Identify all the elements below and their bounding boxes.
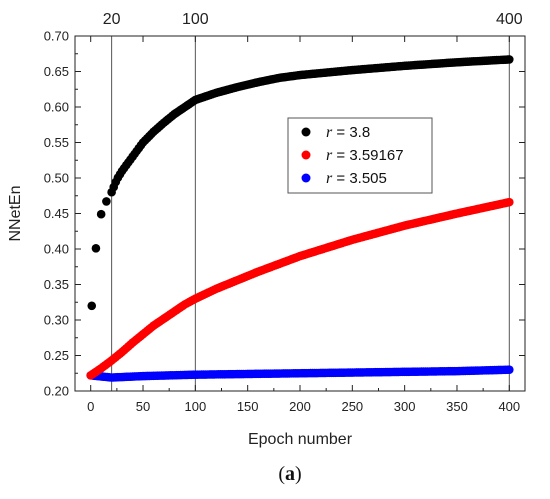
x-tick-label: 150 xyxy=(237,399,259,414)
x-tick-label: 300 xyxy=(394,399,416,414)
caption-close: ) xyxy=(295,463,302,485)
series-0 xyxy=(87,55,514,311)
x-tick-label: 0 xyxy=(87,399,94,414)
x-axis-ticks: 0 50 100 150 200 250 300 350 400 xyxy=(87,36,520,414)
y-axis-title: NNetEn xyxy=(7,185,24,241)
x-tick-label: 350 xyxy=(446,399,468,414)
data-point xyxy=(505,197,514,207)
caption-letter: a xyxy=(285,463,295,485)
legend-variable: r xyxy=(326,170,333,187)
y-tick-label: 0.70 xyxy=(44,29,69,44)
y-tick-label: 0.40 xyxy=(44,242,69,257)
y-tick-label: 0.30 xyxy=(44,313,69,328)
y-tick-label: 0.65 xyxy=(44,64,69,79)
data-point xyxy=(91,243,101,253)
reference-line-labels: 20 100 400 xyxy=(103,11,523,28)
legend-value: = 3.59167 xyxy=(332,147,403,164)
y-tick-label: 0.25 xyxy=(44,348,69,363)
y-tick-label: 0.60 xyxy=(44,100,69,115)
legend-value: = 3.505 xyxy=(332,170,387,187)
legend-marker-0 xyxy=(301,127,311,137)
reference-lines xyxy=(111,36,510,391)
series-2 xyxy=(86,365,514,382)
data-point xyxy=(505,365,514,375)
y-tick-label: 0.50 xyxy=(44,171,69,186)
legend-marker-1 xyxy=(301,150,311,160)
reference-line-label-100: 100 xyxy=(182,11,209,28)
legend-entry-1: r = 3.59167 xyxy=(326,147,404,164)
x-axis-title: Epoch number xyxy=(248,431,353,448)
data-point xyxy=(505,55,514,64)
reference-line-label-400: 400 xyxy=(496,11,523,28)
figure-caption: (a) xyxy=(278,463,301,485)
data-point xyxy=(96,209,106,219)
x-tick-label: 200 xyxy=(289,399,311,414)
y-tick-label: 0.45 xyxy=(44,206,69,221)
series-1 xyxy=(86,197,514,380)
data-point xyxy=(87,301,97,311)
x-tick-label: 50 xyxy=(136,399,150,414)
data-point xyxy=(102,197,111,206)
caption-open: ( xyxy=(278,463,285,485)
x-tick-label: 400 xyxy=(498,399,520,414)
y-tick-label: 0.35 xyxy=(44,277,69,292)
legend-entry-2: r = 3.505 xyxy=(326,170,387,187)
y-tick-label: 0.20 xyxy=(44,384,69,399)
reference-line-label-20: 20 xyxy=(103,11,121,28)
legend-value: = 3.8 xyxy=(332,124,370,141)
legend-box xyxy=(287,117,433,194)
y-tick-label: 0.55 xyxy=(44,135,69,150)
y-axis-ticks: 0.20 0.25 0.30 0.35 0.40 0.45 0.50 0.55 0.60 0.65… xyxy=(44,29,525,399)
data-points xyxy=(86,55,514,382)
x-tick-label: 100 xyxy=(184,399,206,414)
legend-variable: r xyxy=(326,124,333,141)
legend-entry-0: r = 3.8 xyxy=(326,124,370,141)
x-tick-label: 250 xyxy=(341,399,363,414)
legend-variable: r xyxy=(326,147,333,164)
legend-marker-2 xyxy=(301,173,311,183)
